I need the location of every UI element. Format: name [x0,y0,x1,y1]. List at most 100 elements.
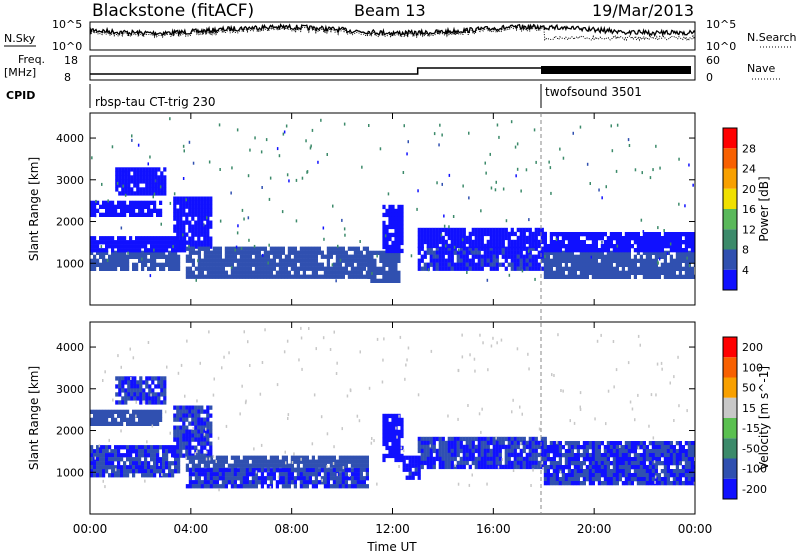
scatter-point [264,328,266,332]
data-cell [114,240,118,245]
data-cell [138,254,142,259]
data-cell [612,465,616,470]
data-cell [93,248,97,253]
data-cell [154,171,158,176]
data-cell [429,258,433,263]
data-cell [185,266,189,271]
data-cell [462,246,466,251]
data-cell [197,250,201,255]
data-cell [582,441,586,446]
data-cell [135,212,139,217]
data-cell [663,232,667,237]
scatter-point [194,452,197,456]
data-cell [450,262,454,267]
data-cell [296,455,300,460]
data-cell [543,240,547,245]
velocity-heatmap [90,326,695,492]
scatter-point [544,255,546,258]
data-cell [191,445,195,450]
data-cell [197,200,201,205]
data-cell [582,461,586,466]
data-cell [105,236,109,241]
data-cell [233,254,237,259]
data-cell [174,262,178,267]
data-cell [675,262,679,267]
data-cell [567,270,571,275]
data-cell [197,254,201,259]
data-cell [182,425,186,430]
data-cell [147,421,151,426]
data-cell [388,453,392,459]
data-cell [417,231,421,237]
data-cell [147,453,151,458]
data-cell [606,258,610,263]
data-cell [397,258,401,263]
data-cell [394,248,398,254]
data-cell [519,266,523,271]
data-cell [450,246,454,251]
scatter-point [660,361,663,365]
freq-panel-frame [89,55,696,81]
data-cell [423,452,427,458]
data-cell [468,440,472,446]
data-cell [350,258,354,263]
data-cell [513,246,517,251]
scatter-point [560,232,562,236]
data-cell [651,449,655,454]
data-cell [486,246,490,251]
data-cell [129,254,133,259]
data-cell [576,465,580,470]
scatter-point [659,166,661,170]
data-cell [462,227,466,233]
data-cell [105,445,109,450]
data-cell [534,266,538,271]
data-cell [495,262,499,267]
data-cell [537,444,541,450]
data-cell [633,258,637,263]
data-cell [615,457,619,462]
data-cell [153,417,157,422]
data-cell [159,417,163,422]
data-cell [144,461,148,466]
data-cell [444,456,448,462]
data-cell [429,456,433,462]
data-cell [254,270,258,275]
frequency-trace [90,67,544,75]
data-cell [96,244,100,249]
data-cell [603,254,607,259]
data-cell [287,250,291,255]
data-cell [99,204,103,209]
data-cell [144,421,148,426]
data-cell [501,464,505,470]
data-cell [480,266,484,271]
data-cell [612,473,616,478]
data-cell [145,396,149,401]
data-cell [576,248,580,253]
data-cell [362,274,366,279]
data-cell [239,274,243,279]
data-cell [597,445,601,450]
data-cell [148,384,152,389]
data-cell [681,473,685,478]
scatter-point [342,466,345,470]
data-cell [627,254,631,259]
data-cell [627,266,631,271]
data-cell [126,409,130,414]
data-cell [429,452,433,458]
data-cell [621,465,625,470]
data-cell [612,250,616,255]
data-cell [450,258,454,263]
data-cell [591,250,595,255]
data-cell [144,212,148,217]
data-cell [585,236,589,241]
data-cell [263,258,267,263]
data-cell [537,266,541,271]
data-cell [141,417,145,422]
data-cell [105,421,109,426]
data-cell [588,441,592,446]
data-cell [326,459,330,464]
scatter-point [562,156,565,160]
data-cell [603,465,607,470]
data-cell [144,449,148,454]
data-cell [281,262,285,267]
